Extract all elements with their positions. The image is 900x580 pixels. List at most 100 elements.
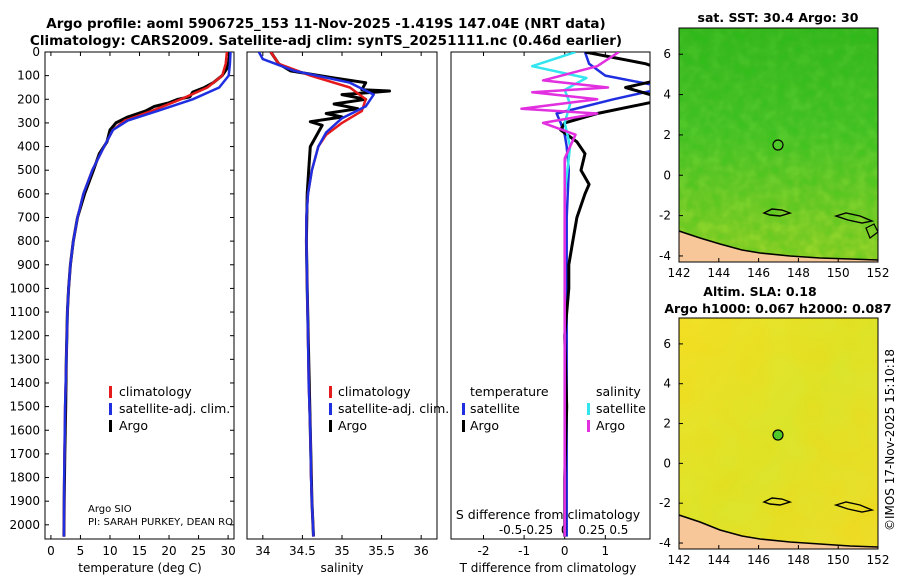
difference-axes-box (450, 51, 651, 540)
lat-tick-label: 4 (663, 88, 671, 102)
depth-tick-label: 600 (17, 187, 40, 201)
island-outline (762, 497, 793, 506)
sla-lat-tick-labels: -4 -2 0 2 4 6 (659, 337, 683, 550)
top-x-tick-label: 0.5 (609, 523, 628, 537)
temperature-axes-box (44, 51, 235, 540)
legend-salinity-title: salinity (596, 384, 641, 399)
lon-tick-label: 150 (827, 266, 850, 280)
lon-tick-label: 144 (707, 553, 730, 567)
sla-map-panel: Altim. SLA: 0.18 Argo h1000: 0.067 h2000… (659, 284, 892, 567)
sla-map-subtitle: Argo h1000: 0.067 h2000: 0.087 (664, 301, 891, 316)
lat-tick-label: 2 (663, 417, 671, 431)
legend-argo-label: Argo (119, 418, 148, 433)
legend-s-satellite-label: satellite (596, 401, 646, 416)
lon-tick-label: 150 (827, 553, 850, 567)
lon-tick-label: 142 (668, 266, 691, 280)
coastline (679, 514, 878, 548)
difference-panel: -2 -1 0 1 -0.5 -0.25 0 0.25 0.5 T difference fr… (450, 51, 651, 575)
depth-tick-label: 1300 (9, 352, 40, 366)
imos-credit: ©IMOS 17-Nov-2025 15:10:18 (883, 349, 897, 531)
legend-satellite-swatch (109, 403, 112, 415)
top-x-tick-label: -0.5 (499, 523, 522, 537)
legend-t-argo-swatch (462, 420, 465, 432)
sla-map-title: Altim. SLA: 0.18 (703, 284, 816, 299)
sla-map-frame (678, 317, 879, 550)
depth-tick-label: 1500 (9, 400, 40, 414)
x-tick-label: 1 (602, 544, 610, 558)
depth-tick-label: 100 (17, 69, 40, 83)
depth-tick-label: 1700 (9, 447, 40, 461)
lon-tick-label: 146 (747, 553, 770, 567)
depth-tick-label: 0 (32, 45, 40, 59)
lon-tick-label: 146 (747, 266, 770, 280)
legend-s-satellite-swatch (587, 403, 590, 415)
lon-tick-label: 148 (787, 553, 810, 567)
lon-tick-label: 142 (668, 553, 691, 567)
figure-title-line1: Argo profile: aoml 5906725_153 11-Nov-20… (46, 16, 605, 32)
legend-argo-swatch (109, 420, 112, 432)
land-mass (679, 231, 878, 262)
legend-s-argo-swatch (587, 420, 590, 432)
salinity-tick-labels: 34 34.5 35 35.5 36 (255, 52, 429, 558)
series-line-satellite-adj-clim- (257, 52, 375, 537)
legend-t-satellite-swatch (462, 403, 465, 415)
lat-tick-label: -2 (659, 209, 671, 223)
x-tick-label: 10 (102, 544, 117, 558)
lat-tick-label: -4 (659, 249, 671, 263)
coastline (679, 230, 878, 261)
sst-map-frame (678, 27, 879, 263)
legend-temperature-title: temperature (470, 384, 549, 399)
x-tick-label: 25 (191, 544, 206, 558)
x-tick-label: 35.5 (368, 544, 395, 558)
x-tick-label: -1 (518, 544, 530, 558)
salinity-axes-box (246, 51, 438, 540)
argo-location-marker (772, 139, 784, 151)
land-mass (679, 515, 878, 549)
x-tick-label: 30 (220, 544, 235, 558)
difference-top-xlabel: S difference from climatology (456, 507, 641, 522)
depth-tick-label: 900 (17, 258, 40, 272)
sla-lon-tick-labels: 142 144 146 148 150 152 (668, 545, 889, 567)
x-tick-label: 15 (132, 544, 147, 558)
x-tick-label: 0 (561, 544, 569, 558)
credit-institution: Argo SIO (88, 504, 132, 515)
depth-tick-label: 2000 (9, 518, 40, 532)
depth-tick-label: 300 (17, 116, 40, 130)
temperature-lines (62, 52, 232, 537)
island-outline (865, 223, 878, 239)
lat-tick-label: 4 (663, 377, 671, 391)
series-line-salinity-argo (520, 52, 620, 537)
salinity-legend: climatology satellite-adj. clim. Argo (329, 384, 449, 433)
legend-climatology-label: climatology (338, 384, 411, 399)
x-tick-label: 35 (334, 544, 349, 558)
island-outline (833, 212, 875, 224)
sst-map-title: sat. SST: 30.4 Argo: 30 (698, 10, 859, 25)
depth-tick-label: 400 (17, 140, 40, 154)
depth-tick-label: 1900 (9, 494, 40, 508)
depth-tick-label: 500 (17, 163, 40, 177)
temperature-legend: climatology satellite-adj. clim. Argo (109, 384, 230, 433)
lat-tick-label: 6 (663, 47, 671, 61)
figure-title-line2: Climatology: CARS2009. Satellite-adj cli… (30, 33, 622, 49)
sst-map-panel: sat. SST: 30.4 Argo: 30 142 144 146 148 150 1… (659, 10, 889, 280)
depth-tick-label: 800 (17, 234, 40, 248)
legend-satellite-swatch (329, 403, 332, 415)
legend-argo-swatch (329, 420, 332, 432)
island-outline (833, 501, 875, 513)
lon-tick-label: 152 (867, 266, 890, 280)
x-tick-label: 34.5 (289, 544, 316, 558)
depth-tick-label: 1200 (9, 329, 40, 343)
island-outline (762, 208, 793, 217)
x-tick-label: 5 (77, 544, 85, 558)
temperature-xlabel: temperature (deg C) (78, 561, 201, 575)
salinity-xlabel: salinity (320, 561, 363, 575)
top-x-tick-label: -0.25 (522, 523, 553, 537)
x-tick-label: -2 (478, 544, 490, 558)
argo-location-marker (772, 429, 784, 441)
sst-lat-tick-labels: -4 -2 0 2 4 6 (659, 47, 683, 263)
x-tick-label: 20 (161, 544, 176, 558)
lon-tick-label: 148 (787, 266, 810, 280)
difference-xlabel: T difference from climatology (459, 561, 637, 575)
x-tick-label: 34 (255, 544, 270, 558)
lat-tick-label: 0 (663, 456, 671, 470)
